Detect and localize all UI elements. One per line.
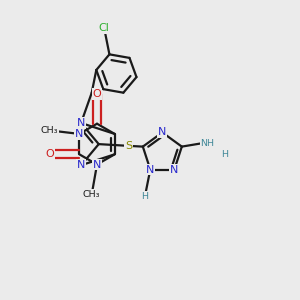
Text: N: N [77,118,85,128]
Text: N: N [77,160,85,170]
Text: N: N [146,164,154,175]
Text: N: N [93,160,101,170]
Text: O: O [93,89,101,99]
Text: H: H [222,150,229,159]
Text: Cl: Cl [99,23,110,33]
Text: CH₃: CH₃ [83,190,101,199]
Text: S: S [125,141,132,151]
Text: CH₃: CH₃ [40,126,58,135]
Text: NH: NH [200,139,214,148]
Text: H: H [142,191,148,200]
Text: N: N [75,129,83,139]
Text: O: O [45,149,54,159]
Text: N: N [158,128,166,137]
Text: N: N [170,164,178,175]
